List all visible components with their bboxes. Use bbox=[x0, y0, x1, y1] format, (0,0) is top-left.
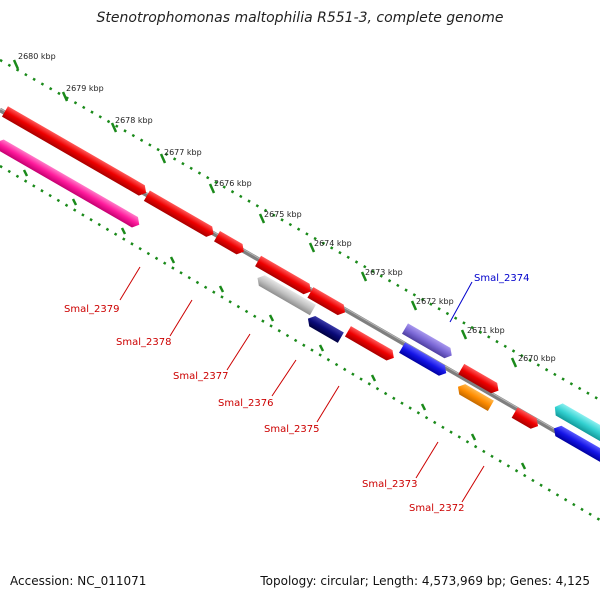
gene-arrow[interactable] bbox=[551, 423, 600, 464]
ruler-label: 2672 kbp bbox=[416, 297, 454, 306]
ruler-labels: 2680 kbp 2679 kbp 2678 kbp 2677 kbp 2676… bbox=[18, 52, 556, 363]
ruler-label: 2670 kbp bbox=[518, 354, 556, 363]
gene-label: Smal_2379 bbox=[64, 304, 119, 315]
gene-arrow[interactable] bbox=[1, 106, 149, 198]
map-title: Stenotrophomonas maltophilia R551-3, com… bbox=[96, 10, 504, 26]
gene-label: Smal_2376 bbox=[218, 398, 273, 409]
gene-arrow[interactable] bbox=[551, 401, 600, 444]
gene-arrow[interactable] bbox=[344, 326, 397, 363]
gene-arrow[interactable] bbox=[511, 407, 541, 431]
ruler-label: 2676 kbp bbox=[214, 179, 252, 188]
gene-label: Smal_2372 bbox=[409, 503, 464, 514]
label-leaders bbox=[119, 266, 485, 503]
inner-ruler bbox=[0, 164, 600, 522]
gene-label: Smal_2373 bbox=[362, 479, 417, 490]
ruler-label: 2673 kbp bbox=[365, 268, 403, 277]
ruler-label: 2674 kbp bbox=[314, 239, 352, 248]
gene-arrow[interactable] bbox=[305, 313, 344, 343]
gene-arrow[interactable] bbox=[143, 190, 217, 239]
gene-arrow[interactable] bbox=[0, 137, 142, 230]
gene-arrow[interactable] bbox=[255, 255, 314, 297]
outer-ruler bbox=[0, 58, 600, 402]
ruler-label: 2680 kbp bbox=[18, 52, 56, 61]
gene-label: Smal_2375 bbox=[264, 424, 319, 435]
gene-label: Smal_2374 bbox=[474, 273, 529, 284]
ruler-label: 2678 kbp bbox=[115, 116, 153, 125]
forward-genes bbox=[1, 106, 541, 431]
gene-label: Smal_2377 bbox=[173, 371, 228, 382]
gene-arrow[interactable] bbox=[455, 382, 494, 411]
ruler-label: 2679 kbp bbox=[66, 84, 104, 93]
inner-ruler-ticks bbox=[22, 169, 527, 470]
accession-text: Accession: NC_011071 bbox=[10, 574, 147, 588]
gene-label: Smal_2378 bbox=[116, 337, 171, 348]
gene-arrow[interactable] bbox=[307, 287, 348, 317]
gene-labels: Smal_2379 Smal_2378 Smal_2377 Smal_2376 … bbox=[64, 273, 529, 514]
ruler-label: 2675 kbp bbox=[264, 210, 302, 219]
gene-arrow[interactable] bbox=[458, 363, 501, 396]
topology-text: Topology: circular; Length: 4,573,969 bp… bbox=[260, 574, 590, 588]
ruler-label: 2671 kbp bbox=[467, 326, 505, 335]
reverse-genes bbox=[0, 137, 600, 464]
gene-arrow[interactable] bbox=[255, 273, 316, 316]
outer-ruler-ticks bbox=[12, 59, 518, 368]
gene-arrow[interactable] bbox=[399, 342, 449, 378]
gene-arrow[interactable] bbox=[214, 230, 247, 257]
ruler-label: 2677 kbp bbox=[164, 148, 202, 157]
gene-arrow[interactable] bbox=[402, 323, 455, 360]
